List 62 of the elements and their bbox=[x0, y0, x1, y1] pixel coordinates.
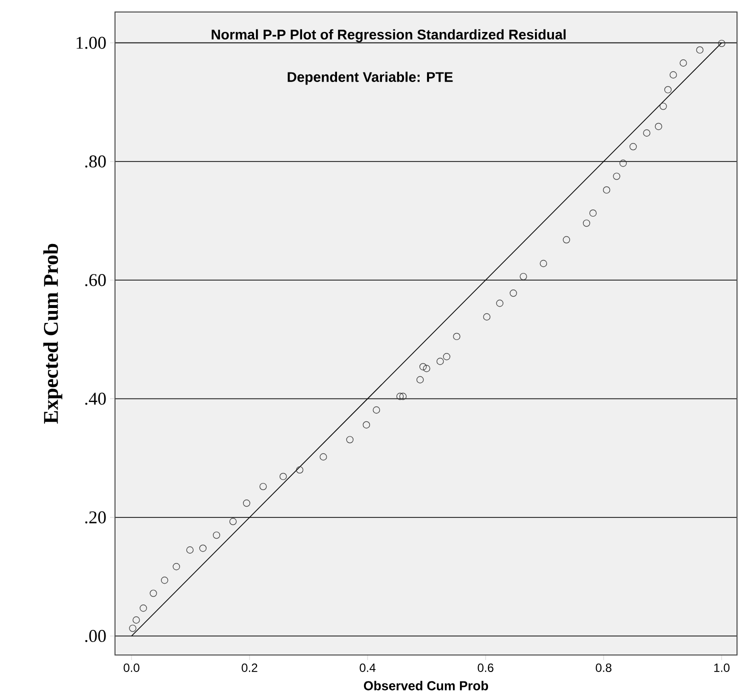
point bbox=[260, 482, 267, 490]
point bbox=[320, 453, 327, 460]
y-tick-label: .40 bbox=[85, 392, 106, 405]
point bbox=[212, 532, 220, 539]
point bbox=[718, 40, 726, 48]
point bbox=[443, 353, 450, 360]
x-axis-title: Observed Cum Prob bbox=[364, 680, 488, 690]
point bbox=[280, 472, 287, 480]
y-tick-label: .00 bbox=[85, 630, 106, 642]
x-tick-label: 0.2 bbox=[242, 664, 258, 672]
point bbox=[613, 172, 620, 180]
point bbox=[160, 576, 168, 584]
x-tick-label: 0.4 bbox=[360, 664, 376, 672]
point bbox=[664, 86, 672, 94]
y-tick-label: .80 bbox=[85, 155, 106, 168]
point bbox=[140, 604, 147, 612]
point bbox=[186, 546, 194, 554]
point bbox=[346, 436, 354, 444]
point bbox=[510, 290, 517, 297]
point bbox=[696, 46, 704, 54]
text: Normal P-P Plot of Regression Standardized Residual bbox=[212, 29, 566, 42]
point bbox=[372, 406, 380, 414]
point bbox=[582, 220, 590, 227]
text: Dependent Variable: PTE bbox=[288, 72, 453, 85]
point bbox=[680, 59, 687, 67]
x-tick-label: 1.0 bbox=[714, 664, 730, 672]
point bbox=[520, 272, 527, 280]
point bbox=[362, 421, 370, 428]
point bbox=[660, 102, 667, 110]
y-tick-label: .20 bbox=[85, 511, 106, 524]
point bbox=[296, 466, 304, 474]
x-tick-label: 0.0 bbox=[124, 664, 140, 672]
point bbox=[422, 364, 430, 372]
point bbox=[172, 563, 180, 570]
point bbox=[243, 500, 250, 507]
point bbox=[496, 300, 504, 307]
point bbox=[229, 518, 237, 526]
point bbox=[620, 160, 627, 167]
point bbox=[630, 143, 637, 150]
point bbox=[416, 376, 424, 384]
point bbox=[150, 590, 157, 597]
point bbox=[396, 392, 404, 400]
x-tick-label: 0.6 bbox=[478, 664, 494, 672]
point bbox=[643, 129, 650, 137]
point bbox=[654, 122, 662, 130]
point bbox=[132, 616, 140, 624]
point bbox=[399, 392, 407, 400]
point bbox=[589, 209, 597, 217]
point bbox=[602, 186, 610, 194]
point bbox=[670, 71, 677, 78]
x-tick-label: 0.8 bbox=[596, 664, 612, 672]
point bbox=[199, 544, 207, 552]
y-tick-label: .60 bbox=[85, 274, 106, 286]
point bbox=[453, 332, 460, 340]
point bbox=[483, 313, 490, 320]
point bbox=[419, 363, 427, 370]
y-tick-label: 1.00 bbox=[76, 36, 106, 49]
point bbox=[129, 624, 136, 632]
y-axis-title: Expected Cum Prob bbox=[43, 244, 62, 424]
point bbox=[562, 236, 570, 244]
point bbox=[540, 260, 548, 268]
point bbox=[436, 358, 444, 365]
